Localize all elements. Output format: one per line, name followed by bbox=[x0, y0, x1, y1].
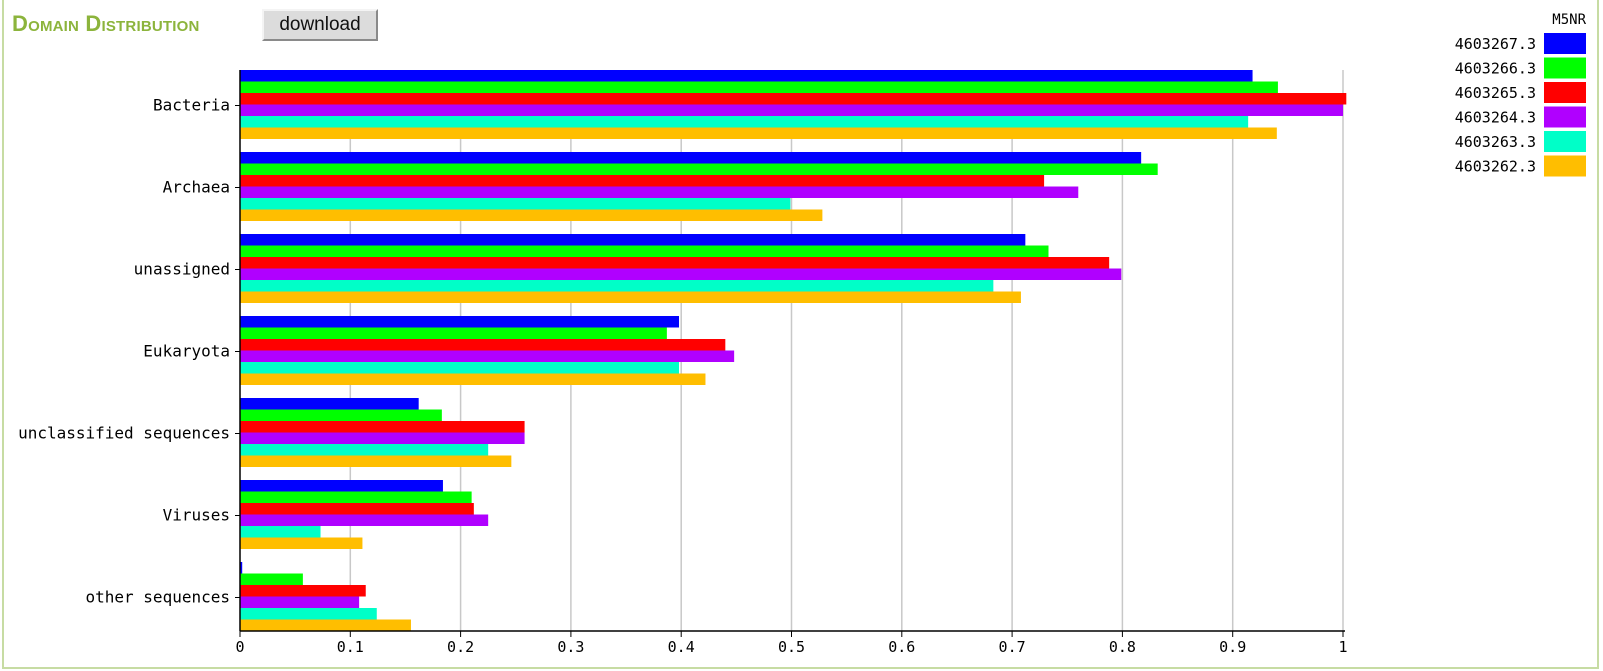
bar[interactable] bbox=[240, 163, 1158, 176]
axes: 0 0.1 0.2 0.3 0.4 0.5 0.6 0.7 0.8 0.9 1 Bacteria Arc… bbox=[18, 70, 1348, 656]
bar[interactable] bbox=[240, 514, 489, 527]
y-category-label: Archaea bbox=[163, 178, 230, 197]
y-category-label: other sequences bbox=[86, 588, 231, 607]
legend-swatch bbox=[1544, 155, 1586, 177]
legend-label: 4603264.3 bbox=[1455, 109, 1536, 127]
bar[interactable] bbox=[240, 398, 419, 410]
bar[interactable] bbox=[240, 608, 377, 620]
bar[interactable] bbox=[240, 480, 443, 492]
legend-label: 4603267.3 bbox=[1455, 35, 1536, 53]
legend-swatch bbox=[1544, 57, 1586, 79]
bar[interactable] bbox=[240, 291, 1021, 304]
bar[interactable] bbox=[240, 316, 679, 328]
bar[interactable] bbox=[240, 116, 1249, 128]
legend-label: 4603266.3 bbox=[1455, 60, 1536, 78]
bar[interactable] bbox=[240, 175, 1045, 187]
y-category-label: unassigned bbox=[134, 260, 230, 279]
bar[interactable] bbox=[240, 537, 363, 550]
bar[interactable] bbox=[240, 152, 1142, 164]
legend: M5NR 4603267.3 4603266.3 4603265.3 4603264.3… bbox=[1455, 12, 1587, 177]
bar[interactable] bbox=[240, 339, 726, 351]
bar[interactable] bbox=[240, 350, 735, 363]
panel-title: Domain Distribution bbox=[12, 11, 200, 36]
legend-swatch bbox=[1544, 82, 1586, 103]
bar[interactable] bbox=[240, 596, 360, 609]
bar[interactable] bbox=[240, 70, 1253, 82]
legend-label: 4603265.3 bbox=[1455, 84, 1536, 102]
y-category-label: Viruses bbox=[163, 506, 230, 525]
bar[interactable] bbox=[240, 257, 1110, 269]
bar[interactable] bbox=[240, 234, 1026, 246]
bar[interactable] bbox=[240, 280, 994, 292]
x-tick-label: 0.7 bbox=[999, 638, 1026, 656]
x-tick-label: 0.4 bbox=[668, 638, 695, 656]
bar[interactable] bbox=[240, 81, 1278, 94]
legend-swatch bbox=[1544, 33, 1586, 54]
x-tick-label: 0 bbox=[235, 638, 244, 656]
download-button[interactable]: download bbox=[262, 9, 378, 41]
bar[interactable] bbox=[240, 245, 1049, 258]
bar[interactable] bbox=[240, 186, 1079, 199]
legend-swatch bbox=[1544, 106, 1586, 128]
y-category-label: Eukaryota bbox=[143, 342, 230, 361]
legend-title: M5NR bbox=[1552, 12, 1586, 28]
bar[interactable] bbox=[240, 327, 667, 340]
legend-label: 4603262.3 bbox=[1455, 158, 1536, 176]
legend-label: 4603263.3 bbox=[1455, 133, 1536, 151]
bar[interactable] bbox=[240, 455, 512, 468]
bar[interactable] bbox=[240, 198, 791, 210]
y-category-label: Bacteria bbox=[153, 96, 230, 115]
x-tick-label: 0.3 bbox=[557, 638, 584, 656]
x-tick-label: 0.1 bbox=[337, 638, 364, 656]
x-tick-label: 0.8 bbox=[1109, 638, 1136, 656]
bar[interactable] bbox=[240, 526, 321, 538]
x-tick-label: 1 bbox=[1338, 638, 1347, 656]
bar[interactable] bbox=[240, 619, 411, 632]
x-tick-label: 0.9 bbox=[1219, 638, 1246, 656]
x-tick-label: 0.6 bbox=[888, 638, 915, 656]
bar[interactable] bbox=[240, 432, 525, 445]
bar[interactable] bbox=[240, 362, 679, 374]
bars bbox=[240, 70, 1347, 632]
bar[interactable] bbox=[240, 104, 1343, 117]
x-tick-label: 0.5 bbox=[778, 638, 805, 656]
bar[interactable] bbox=[240, 491, 472, 504]
bar[interactable] bbox=[240, 585, 366, 597]
y-category-label: unclassified sequences bbox=[18, 424, 230, 443]
bar[interactable] bbox=[240, 421, 525, 433]
bar[interactable] bbox=[240, 93, 1347, 105]
bar[interactable] bbox=[240, 209, 823, 222]
x-tick-label: 0.2 bbox=[447, 638, 474, 656]
bar[interactable] bbox=[240, 573, 303, 586]
bar[interactable] bbox=[240, 127, 1277, 140]
bar[interactable] bbox=[240, 409, 442, 422]
bar[interactable] bbox=[240, 562, 243, 574]
bar[interactable] bbox=[240, 268, 1122, 281]
bar[interactable] bbox=[240, 373, 706, 386]
bar[interactable] bbox=[240, 503, 474, 515]
bar[interactable] bbox=[240, 444, 489, 456]
legend-swatch bbox=[1544, 131, 1586, 152]
